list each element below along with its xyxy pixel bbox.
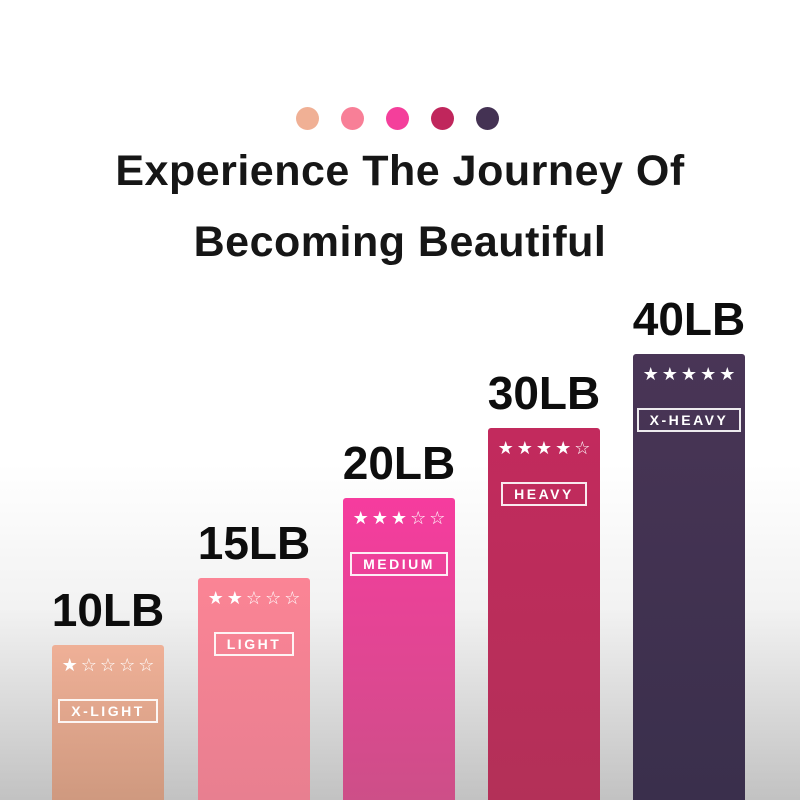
bar-light: ★★☆☆☆ LIGHT	[198, 578, 310, 800]
bar-weight-label: 20LB	[342, 437, 456, 489]
bar-x-heavy: ★★★★★ X-HEAVY	[633, 354, 745, 800]
bar-weight-label: 30LB	[487, 367, 601, 419]
page-title-line2: Becoming Beautiful	[193, 218, 607, 266]
star-rating: ★★★☆☆	[352, 508, 449, 529]
bar-medium: ★★★☆☆ MEDIUM	[343, 498, 455, 800]
level-badge: MEDIUM	[350, 552, 448, 576]
star-rating: ★☆☆☆☆	[61, 655, 158, 676]
palette-dot-x-light	[295, 107, 319, 130]
color-palette-dots	[0, 107, 797, 130]
bar-weight-label: 10LB	[51, 584, 165, 636]
palette-dot-light	[340, 107, 364, 130]
level-badge: HEAVY	[501, 482, 587, 506]
page-title: Experience The Journey Of Becoming Beaut…	[0, 136, 800, 278]
star-rating: ★★★★★	[642, 364, 739, 385]
palette-dot-medium	[385, 107, 409, 130]
page-title-line1: Experience The Journey Of	[115, 147, 685, 195]
star-rating: ★★★★☆	[497, 438, 594, 459]
level-badge: LIGHT	[213, 632, 295, 656]
bar-heavy: ★★★★☆ HEAVY	[488, 428, 600, 800]
bar-weight-label: 40LB	[632, 293, 746, 345]
palette-dot-heavy	[430, 107, 454, 130]
bar-x-light: ★☆☆☆☆ X-LIGHT	[52, 645, 164, 800]
palette-dot-x-heavy	[475, 107, 499, 130]
bar-weight-label: 15LB	[197, 517, 311, 569]
level-badge: X-LIGHT	[58, 699, 158, 723]
level-badge: X-HEAVY	[636, 408, 742, 432]
star-rating: ★★☆☆☆	[207, 588, 304, 609]
